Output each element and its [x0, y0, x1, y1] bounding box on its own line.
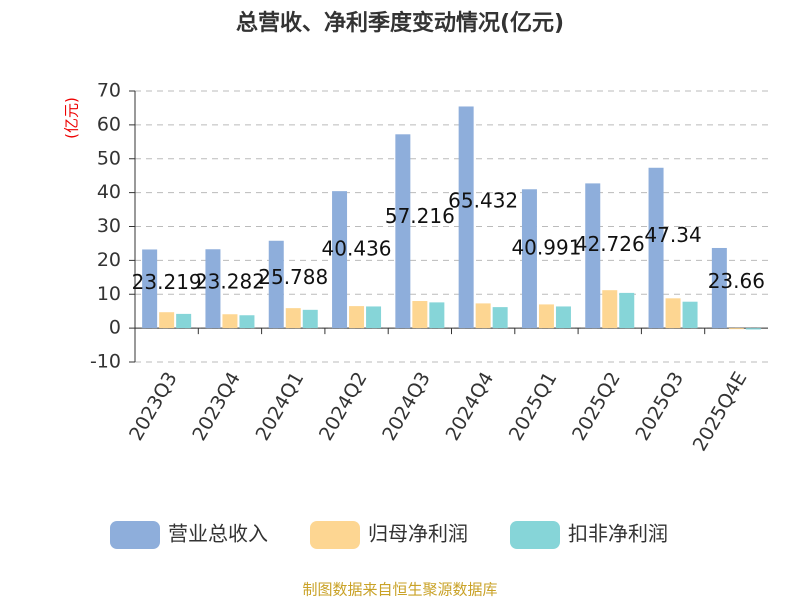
x-tick-label: 2025Q4E: [689, 368, 752, 455]
bar: [395, 134, 411, 329]
bar: [619, 292, 635, 329]
bar: [159, 312, 175, 329]
x-tick-label: 2024Q4: [441, 368, 498, 444]
y-tick-label: 40: [97, 181, 121, 203]
bar: [458, 106, 474, 329]
bar: [682, 301, 698, 329]
x-tick-label: 2023Q4: [188, 368, 245, 444]
x-tick-label: 2025Q2: [568, 368, 625, 444]
data-label: 23.282: [195, 270, 265, 294]
bar: [239, 315, 255, 329]
data-label: 23.219: [132, 270, 202, 294]
legend-label: 归母净利润: [368, 522, 468, 546]
bar: [176, 313, 192, 329]
y-tick-label: 30: [97, 215, 121, 237]
x-tick-label: 2024Q1: [252, 368, 309, 444]
bar: [475, 303, 491, 329]
data-label: 65.432: [448, 188, 518, 212]
y-tick-label: -10: [90, 351, 121, 373]
data-label: 47.34: [644, 223, 701, 247]
data-label: 42.726: [575, 232, 645, 256]
bar: [268, 240, 284, 329]
legend-swatch: [310, 521, 360, 549]
legend-swatch: [110, 521, 160, 549]
bar: [492, 307, 508, 329]
data-label: 23.66: [708, 269, 765, 293]
source-note: 制图数据来自恒生聚源数据库: [302, 581, 497, 599]
x-tick-label: 2023Q3: [125, 368, 182, 444]
legend-label: 扣非净利润: [568, 522, 668, 546]
bar: [602, 290, 618, 329]
bar: [285, 308, 301, 329]
data-label: 40.991: [511, 235, 581, 259]
y-tick-label: 70: [97, 80, 121, 102]
chart-title: 总营收、净利季度变动情况(亿元): [236, 10, 564, 36]
x-tick-label: 2024Q2: [315, 368, 372, 444]
legend-swatch: [510, 521, 560, 549]
bar: [429, 302, 445, 329]
bar: [302, 309, 318, 329]
bar: [366, 306, 382, 329]
x-tick-label: 2024Q3: [378, 368, 435, 444]
legend-label: 营业总收入: [168, 522, 268, 546]
x-tick-label: 2025Q1: [505, 368, 562, 444]
bar: [648, 167, 664, 329]
bar: [349, 306, 365, 329]
x-tick-label: 2025Q3: [631, 368, 688, 444]
bar: [711, 247, 727, 329]
y-tick-label: 10: [97, 283, 121, 305]
bar: [222, 314, 238, 329]
bar: [205, 249, 221, 329]
data-label: 57.216: [385, 204, 455, 228]
bar: [728, 328, 744, 330]
data-label: 25.788: [258, 265, 328, 289]
y-axis-label: (亿元): [63, 97, 81, 139]
bar: [142, 249, 158, 329]
bar: [745, 328, 761, 330]
bar: [665, 298, 681, 329]
y-tick-label: 20: [97, 249, 121, 271]
bar: [585, 183, 601, 329]
y-tick-label: 0: [109, 317, 121, 339]
bar: [521, 189, 537, 329]
bar: [555, 306, 571, 329]
bar: [538, 304, 554, 329]
bar: [412, 301, 428, 329]
y-tick-label: 60: [97, 113, 121, 135]
y-tick-label: 50: [97, 147, 121, 169]
data-label: 40.436: [322, 237, 392, 261]
bar: [332, 191, 348, 329]
